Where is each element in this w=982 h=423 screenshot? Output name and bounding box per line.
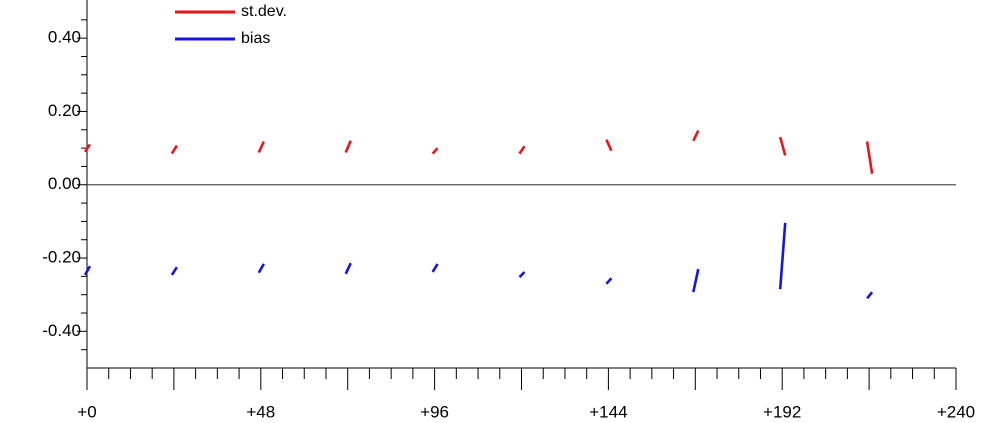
segment <box>605 277 613 285</box>
x-tick-label: +48 <box>246 402 275 421</box>
x-tick-label: +240 <box>937 402 975 421</box>
y-tick-label: -0.20 <box>42 248 81 267</box>
segment <box>344 262 352 275</box>
segment <box>170 266 178 276</box>
y-tick-label: 0.40 <box>48 28 81 47</box>
x-tick-label: +192 <box>763 402 801 421</box>
segment <box>778 222 787 290</box>
x-tick-label: +0 <box>77 402 96 421</box>
segment <box>518 145 526 155</box>
segment <box>866 291 874 300</box>
segment <box>83 143 92 153</box>
segment <box>865 141 874 174</box>
y-tick-label: 0.20 <box>48 101 81 120</box>
segment <box>431 147 439 155</box>
legend-label: st.dev. <box>241 3 287 20</box>
segment <box>83 265 92 276</box>
y-tick-label: 0.00 <box>48 174 81 193</box>
segment <box>344 140 352 154</box>
segment <box>257 263 265 274</box>
segment <box>778 136 787 156</box>
x-tick-label: +96 <box>420 402 449 421</box>
y-tick-label: -0.40 <box>42 321 81 340</box>
segment <box>605 139 613 152</box>
segment <box>692 268 700 293</box>
segment <box>518 271 526 279</box>
legend-label: bias <box>241 30 270 47</box>
segment <box>692 129 700 142</box>
segment <box>170 144 179 155</box>
x-tick-label: +144 <box>589 402 627 421</box>
segment <box>257 140 265 154</box>
segment <box>431 263 439 273</box>
